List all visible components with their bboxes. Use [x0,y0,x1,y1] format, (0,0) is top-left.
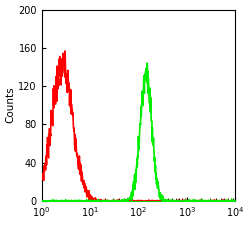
Y-axis label: Counts: Counts [6,87,16,124]
